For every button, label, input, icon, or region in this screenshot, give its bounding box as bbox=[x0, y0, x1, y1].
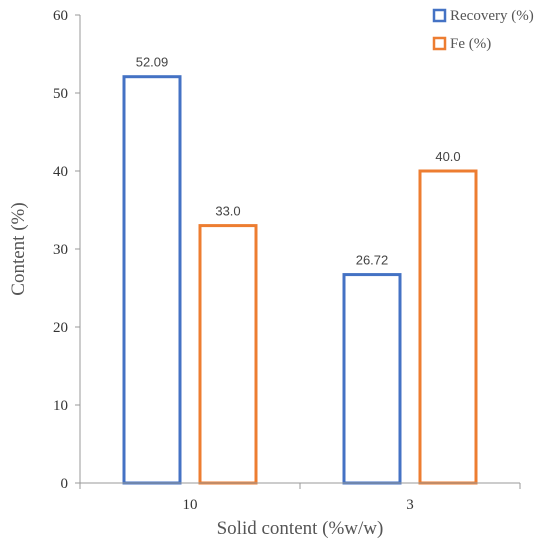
x-axis-ticks: 10 3 bbox=[79, 483, 521, 513]
bar-recovery-3 bbox=[342, 273, 402, 485]
legend-label: Fe (%) bbox=[450, 36, 491, 52]
data-label: 26.72 bbox=[356, 253, 389, 268]
legend-swatch bbox=[432, 8, 447, 23]
bar-fe-3 bbox=[418, 169, 478, 485]
y-tick-label: 0 bbox=[61, 476, 69, 492]
y-tick-label: 50 bbox=[53, 86, 68, 102]
data-label: 52.09 bbox=[136, 55, 169, 70]
x-tick-label: 3 bbox=[406, 497, 414, 513]
y-tick-label: 30 bbox=[53, 242, 68, 258]
x-tick-label: 10 bbox=[183, 497, 198, 513]
y-tick-label: 40 bbox=[53, 164, 68, 180]
data-label: 40.0 bbox=[435, 149, 460, 164]
legend-swatch bbox=[432, 36, 447, 51]
bar-fe-10 bbox=[198, 224, 258, 485]
legend: Recovery (%) Fe (%) bbox=[432, 8, 534, 52]
bars bbox=[122, 75, 478, 485]
y-tick-label: 20 bbox=[53, 320, 68, 336]
bar-recovery-10 bbox=[122, 75, 182, 485]
y-axis-ticks: 0 10 20 30 40 50 60 bbox=[53, 8, 80, 492]
y-tick-label: 10 bbox=[53, 398, 68, 414]
data-label: 33.0 bbox=[215, 204, 240, 219]
data-labels: 52.09 33.0 26.72 40.0 bbox=[136, 55, 461, 268]
x-axis-title: Solid content (%w/w) bbox=[217, 518, 384, 539]
y-tick-label: 60 bbox=[53, 8, 68, 24]
y-axis-title: Content (%) bbox=[8, 202, 29, 295]
legend-label: Recovery (%) bbox=[450, 8, 534, 24]
